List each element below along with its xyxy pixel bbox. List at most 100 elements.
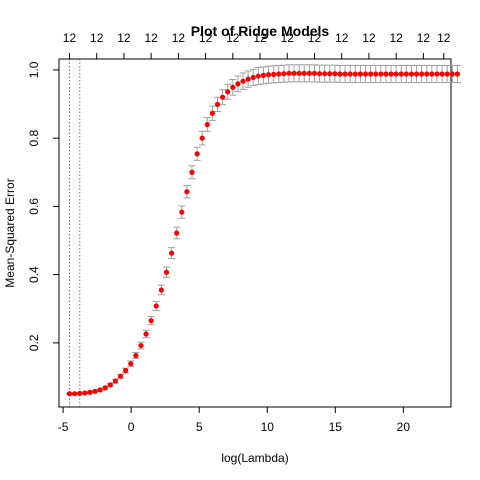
data-point [271,71,277,77]
plot-frame [58,58,452,408]
data-point [408,71,415,77]
top-axis-label: 12 [335,31,349,45]
data-point [138,342,144,349]
top-axis-label: 12 [226,31,240,45]
data-point [322,71,328,77]
top-axis-label: 12 [63,31,77,45]
x-axis-label: log(Lambda) [221,451,288,465]
data-point [107,382,113,388]
data-point [240,78,246,84]
data-point [209,110,215,116]
data-point [255,73,261,79]
data-point [327,71,333,77]
data-point [128,361,134,367]
top-axis-label: 12 [417,31,431,45]
x-tick-label: 15 [329,420,343,434]
data-point [276,71,282,77]
data-point [449,71,455,77]
data-point [388,71,394,77]
x-tick-label: 0 [128,420,135,434]
data-point [112,378,119,384]
data-point [174,230,180,236]
top-axis-label: 12 [253,31,267,45]
data-point [220,94,226,100]
data-point [71,391,78,397]
data-point [362,71,369,77]
data-point [424,71,430,77]
x-tick-label: 20 [397,420,411,434]
data-point [102,385,108,391]
data-point [316,71,323,77]
data-point [214,101,221,107]
x-tick-label: -5 [58,420,69,434]
data-point [117,373,124,379]
data-point [250,74,256,81]
data-point [439,71,445,77]
data-point [184,189,190,195]
data-point [97,387,103,393]
data-point [158,287,164,293]
top-axis-label: 12 [362,31,376,45]
data-point [306,70,312,76]
data-point [332,71,338,77]
data-point [82,390,88,396]
data-point [245,76,251,82]
data-point [403,71,409,77]
data-point [230,84,236,90]
data-point [163,269,170,275]
top-axis-label: 12 [117,31,131,45]
y-tick-label: 0.4 [27,266,41,283]
data-point [199,135,205,141]
data-point [189,169,195,175]
data-point [301,70,307,76]
data-point [194,151,200,157]
data-point [434,71,440,77]
data-point [281,71,287,77]
data-point [444,71,450,77]
data-point [265,72,272,78]
data-point [398,71,404,77]
data-point [235,81,241,87]
data-point [66,391,73,397]
data-point [204,121,210,128]
data-point [260,72,267,78]
top-axis-label: 12 [281,31,295,45]
x-tick-label: 10 [261,420,275,434]
data-point [87,389,93,395]
data-point [347,71,353,77]
data-point [286,70,292,76]
top-axis-label: 12 [437,31,451,45]
top-axis-label: 12 [172,31,186,45]
data-point [383,71,389,77]
data-point [368,71,374,77]
plot-layer: -5 0 5 10 15 20 0.2 0.4 0.6 0.8 1.0 12 12 12 12 12 12 12 1… [27,31,461,434]
data-point [311,70,318,76]
data-point [454,71,460,77]
data-point [225,89,231,95]
y-tick-label: 1.0 [27,61,41,78]
top-axis-label: 12 [90,31,104,45]
data-point [92,388,98,394]
data-point [342,71,348,77]
data-point [373,71,379,77]
data-point [352,71,358,77]
data-point [168,250,175,256]
data-point [357,71,364,77]
top-axis-label: 12 [199,31,213,45]
chart-title: Plot of Ridge Models [191,23,330,39]
data-point [291,70,297,76]
data-point [148,318,154,324]
data-point [133,352,139,359]
data-point [77,390,83,396]
data-point [337,71,343,77]
data-point [393,71,399,77]
data-point [296,70,302,76]
top-axis-label: 12 [308,31,322,45]
x-tick-label: 5 [196,420,203,434]
y-tick-label: 0.2 [27,334,41,351]
data-point [179,209,185,215]
data-point [413,71,420,77]
data-point [378,71,384,77]
